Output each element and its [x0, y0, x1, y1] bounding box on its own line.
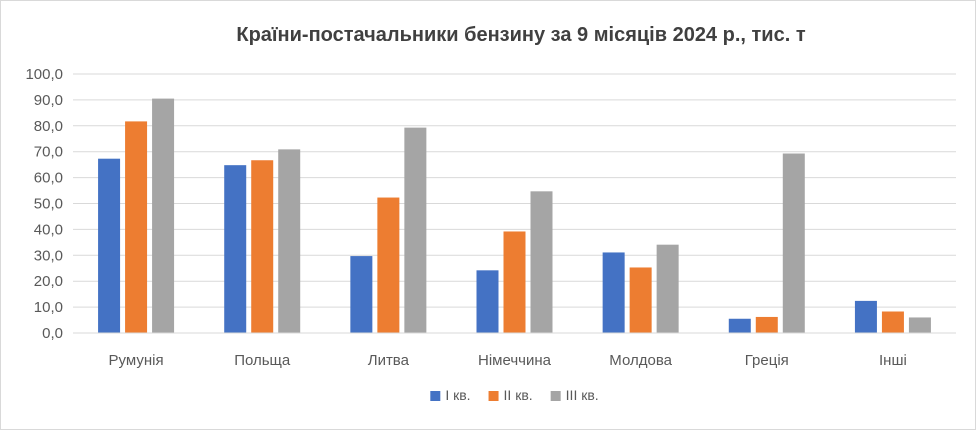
legend-swatch — [550, 391, 561, 401]
bar — [476, 270, 499, 333]
bar — [656, 244, 679, 333]
x-category-label: Литва — [368, 352, 410, 369]
bar — [854, 300, 877, 333]
legend: I кв. II кв. III кв. — [430, 387, 599, 403]
y-axis-ticks: 0,0 10,0 20,0 30,0 40,0 50,0 60,0 70,0 80,0 90,0 1… — [25, 66, 63, 342]
y-tick-label: 100,0 — [25, 66, 63, 83]
y-tick-label: 30,0 — [34, 247, 63, 264]
bar — [602, 252, 625, 333]
legend-label: II кв. — [504, 387, 533, 403]
bar — [125, 121, 148, 333]
x-category-label: Греція — [745, 352, 789, 369]
y-tick-label: 60,0 — [34, 170, 63, 187]
bar — [908, 317, 931, 333]
x-category-label: Польща — [234, 352, 291, 369]
x-axis-categories: Румунія Польща Литва Німеччина Молдова Греція… — [109, 352, 907, 369]
bar — [377, 197, 400, 333]
y-tick-label: 0,0 — [42, 325, 63, 342]
x-category-label: Румунія — [109, 352, 164, 369]
gridlines — [73, 73, 956, 308]
y-tick-label: 50,0 — [34, 196, 63, 213]
x-category-label: Німеччина — [478, 352, 552, 369]
legend-swatch — [430, 391, 441, 401]
bars — [98, 98, 931, 333]
y-tick-label: 10,0 — [34, 299, 63, 316]
bar — [98, 158, 121, 333]
y-tick-label: 20,0 — [34, 273, 63, 290]
bar — [224, 165, 247, 333]
legend-label: III кв. — [566, 387, 599, 403]
x-category-label: Молдова — [609, 352, 672, 369]
y-tick-label: 70,0 — [34, 144, 63, 161]
bar — [782, 153, 805, 333]
bar — [278, 149, 301, 333]
x-category-label: Інші — [879, 352, 907, 369]
legend-swatch — [488, 391, 499, 401]
bar — [152, 98, 175, 333]
bar — [881, 311, 904, 333]
y-tick-label: 40,0 — [34, 221, 63, 238]
bar — [350, 256, 373, 333]
bar — [251, 160, 274, 333]
bar — [503, 231, 526, 333]
bar — [755, 316, 778, 333]
y-tick-label: 90,0 — [34, 92, 63, 109]
bar — [728, 318, 751, 333]
legend-label: I кв. — [445, 387, 470, 403]
y-tick-label: 80,0 — [34, 118, 63, 135]
bar — [404, 127, 427, 333]
bar — [530, 191, 553, 333]
chart-title: Країни-постачальники бензину за 9 місяці… — [236, 24, 805, 46]
bar — [629, 267, 652, 333]
